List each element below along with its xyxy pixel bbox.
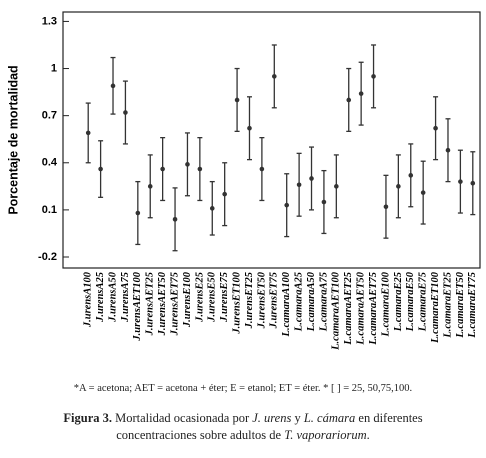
x-tick-label: L.camaraE75 <box>418 272 429 332</box>
x-tick-label: L.camaraA25 <box>294 272 305 332</box>
point <box>470 180 476 186</box>
x-tick-label: L.camaraE50 <box>405 271 416 332</box>
y-tick-label: 1 <box>51 62 57 74</box>
point <box>309 176 314 181</box>
point <box>185 162 190 167</box>
caption-species: L. cámara <box>303 411 356 425</box>
x-tick-label: L.camaraA75 <box>318 272 329 332</box>
x-tick-label: L.camaraET75 <box>467 272 478 339</box>
point <box>85 130 91 136</box>
x-tick-label: L.camaraAET100 <box>331 271 342 351</box>
caption-text: . <box>366 428 370 442</box>
point <box>247 125 252 131</box>
point <box>445 147 451 153</box>
point <box>123 110 128 115</box>
point <box>284 202 290 208</box>
x-tick-label: L.camaraAET25 <box>343 272 354 346</box>
caption-species: T. vaporariorum <box>284 428 367 442</box>
plot-frame <box>62 11 481 269</box>
caption-text: en diferentes concentraciones sobre adul… <box>116 411 423 442</box>
x-tick-label: L.camaraA100 <box>281 271 292 337</box>
y-axis-label: Porcentaje de mortalidad <box>6 65 20 214</box>
x-tick-label: J.urensA25 <box>95 272 106 323</box>
x-tick-label: J.urensE100 <box>182 271 193 328</box>
y-tick-label: -0.2 <box>38 251 57 263</box>
x-tick-label: J.urensAET75 <box>169 272 180 336</box>
x-tick-label: J.urensET25 <box>244 272 255 329</box>
point <box>259 166 265 172</box>
x-tick-label: J.urensET50 <box>256 271 267 329</box>
x-tick-label: J.urensE25 <box>194 272 205 323</box>
point <box>408 173 414 178</box>
x-tick-label: J.urensA75 <box>120 272 131 323</box>
caption-species: J. urens <box>252 411 292 425</box>
point <box>371 74 376 79</box>
x-tick-label: J.urensAET25 <box>145 272 156 336</box>
caption: Figura 3. Mortalidad ocasionada por J. u… <box>33 410 453 444</box>
point <box>334 184 339 189</box>
x-tick-label: J.urensET100 <box>231 271 242 334</box>
point <box>234 97 240 103</box>
x-tick-label: L.camaraAET50 <box>356 271 367 345</box>
point <box>209 206 215 211</box>
point <box>433 125 438 131</box>
x-tick-label: L.camaraAET75 <box>368 272 379 346</box>
x-tick-label: J.urensE75 <box>219 272 230 323</box>
y-tick-label: 0.4 <box>42 157 58 169</box>
x-tick-label: L.camaraA50 <box>306 271 317 332</box>
point <box>420 190 426 195</box>
x-tick-label: L.camaraE25 <box>393 272 404 332</box>
footnote: *A = acetona; AET = acetona + éter; E = … <box>73 383 413 394</box>
point <box>296 182 302 188</box>
point <box>346 97 352 103</box>
chart: Porcentaje de mortalidad -0.2 0.1 0.4 0.7 1 1… <box>6 11 481 351</box>
y-tick-label: 0.1 <box>42 204 57 216</box>
x-tick-label: L.camaraET100 <box>430 271 441 344</box>
point <box>222 191 227 197</box>
caption-text: y <box>291 411 304 425</box>
point <box>197 166 203 172</box>
point <box>358 91 364 96</box>
x-tick-label: L.camaraE100 <box>380 271 391 337</box>
x-tick-label: J.urensA100 <box>83 271 94 328</box>
point <box>458 179 463 184</box>
point <box>147 184 153 189</box>
x-tick-label: J.urensET75 <box>269 272 280 329</box>
point <box>321 199 327 205</box>
point <box>110 83 116 89</box>
point <box>383 204 389 210</box>
point <box>172 217 178 222</box>
point <box>135 210 141 216</box>
y-tick-label: 1.3 <box>42 15 57 27</box>
x-tick-label: J.urensAET50 <box>157 271 168 336</box>
point <box>98 166 103 172</box>
point <box>160 166 165 172</box>
caption-label: Figura 3. <box>63 411 112 425</box>
x-tick-label: L.camaraET25 <box>442 272 453 339</box>
x-tick-label: L.camaraET50 <box>455 271 466 338</box>
x-tick-label: J.urensE50 <box>207 271 218 323</box>
point <box>396 184 401 189</box>
point <box>271 74 277 79</box>
caption-text: Mortalidad ocasionada por <box>112 411 253 425</box>
x-tick-label: J.urensAET100 <box>132 271 143 341</box>
y-tick-label: 0.7 <box>42 110 57 122</box>
x-tick-label: J.urensA50 <box>107 271 118 323</box>
